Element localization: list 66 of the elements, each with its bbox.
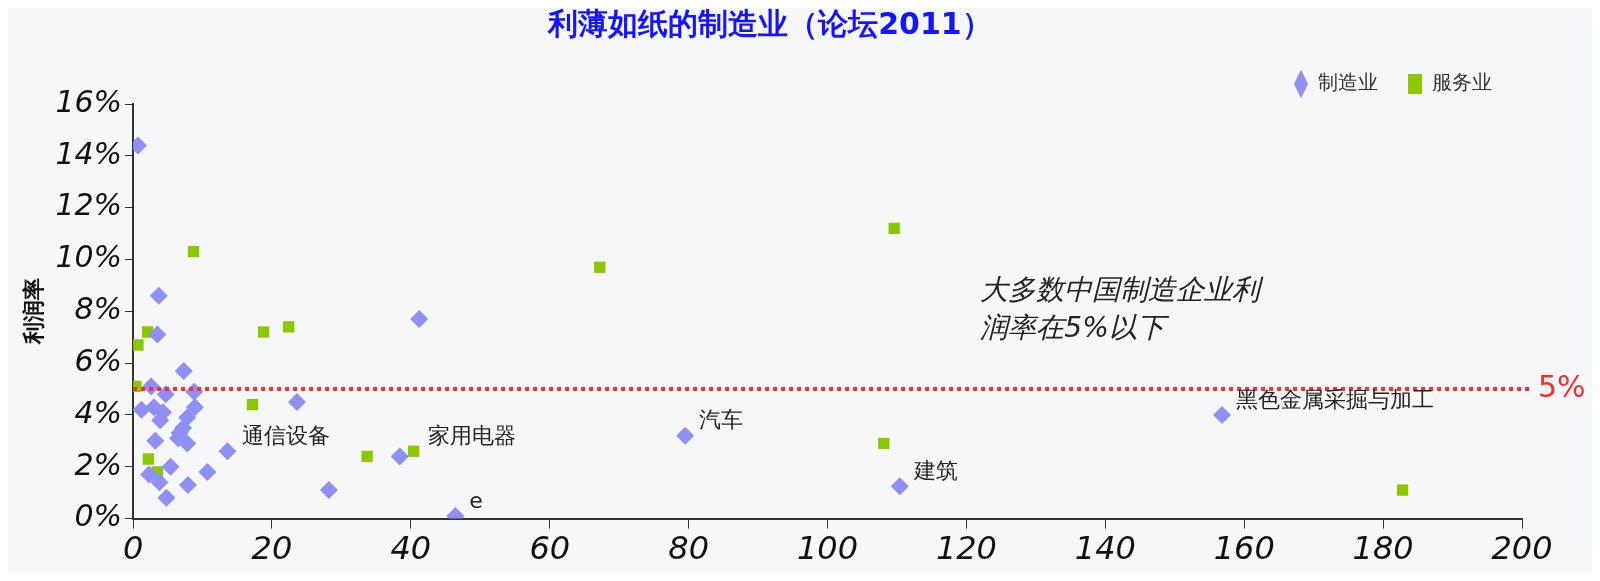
y-tick-label: 8% [74,291,123,327]
point [407,445,420,457]
ref-line-label: 5% [1538,368,1586,404]
point [133,339,144,351]
x-tick-label: 40 [390,529,432,568]
point [150,473,169,492]
x-tick-label: 80 [668,529,710,568]
point [319,481,338,500]
chart-title: 利薄如纸的制造业（论坛2011） [547,5,992,41]
annotation: e [469,487,483,513]
legend-label: 服务业 [1432,70,1492,95]
point [174,361,193,380]
annotation: 黑色金属采掘与加工 [1235,386,1434,412]
point [146,431,165,450]
x-tick-label: 200 [1491,529,1553,568]
point [218,442,237,461]
point [148,325,167,344]
x-tick-label: 100 [797,529,859,568]
point [888,222,900,235]
point [676,426,695,445]
x-tick-label: 160 [1213,529,1275,568]
point [142,453,155,465]
y-tick-label: 14% [55,135,123,171]
point [361,450,373,463]
annotation: 汽车 [699,407,744,433]
point [157,488,176,507]
point [1212,405,1231,424]
x-tick-label: 180 [1352,529,1414,568]
point [890,477,909,496]
annotation: 建筑 [912,457,958,483]
point [257,326,270,338]
point [287,392,306,411]
point [282,321,295,333]
y-tick-label: 4% [74,394,123,430]
point [187,246,200,258]
point [178,475,197,494]
x-tick-label: 60 [529,529,571,568]
point [149,286,168,305]
annotation: 通信设备 [241,422,330,448]
point [133,400,151,419]
point [390,447,409,466]
y-tick-label: 6% [74,342,123,378]
annotation: 家用电器 [427,422,516,448]
y-tick-label: 16% [55,83,123,119]
point [156,385,175,404]
point [161,457,180,476]
point [178,434,197,453]
point [140,465,159,484]
y-tick-label: 10% [55,239,123,275]
annotation: 大多数中国制造企业利润率在5%以下 [980,272,1265,344]
point [198,462,217,481]
point [185,398,204,417]
y-tick-label: 2% [74,446,123,482]
y-tick-label: 12% [55,187,123,223]
y-axis-title: 利润率 [20,278,46,346]
point [594,261,606,273]
point [1396,484,1409,496]
x-tick-label: 140 [1074,529,1136,568]
point [410,310,429,329]
x-tick-label: 120 [935,529,997,568]
x-tick-label: 20 [251,529,293,568]
legend-label: 制造业 [1318,70,1378,95]
point [878,437,890,450]
x-tick-label: 0 [122,529,144,568]
y-tick-label: 0% [74,498,123,534]
point [246,398,259,411]
